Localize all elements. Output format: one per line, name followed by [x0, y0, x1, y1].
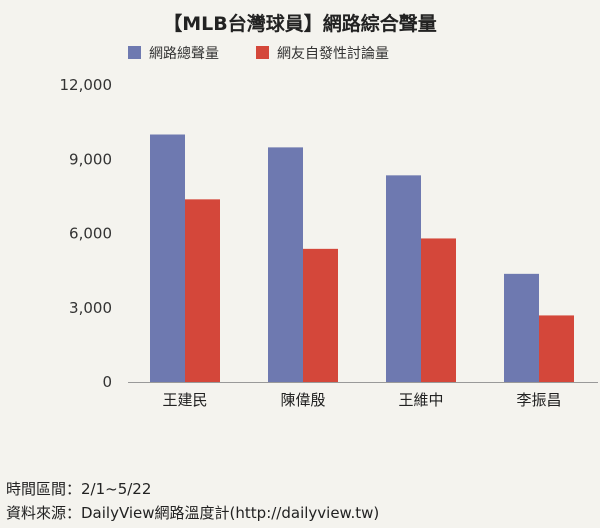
- y-tick-label: 0: [102, 373, 112, 391]
- x-category-label: 陳偉殷: [280, 391, 325, 409]
- bar-0-1: [185, 199, 220, 382]
- x-category-label: 王建民: [162, 391, 207, 409]
- bar-2-1: [421, 238, 456, 382]
- x-category-label: 王維中: [398, 391, 443, 409]
- legend-swatch-0: [128, 46, 141, 59]
- y-tick-label: 9,000: [69, 150, 112, 168]
- bar-1-0: [268, 147, 303, 382]
- bar-3-0: [504, 273, 539, 382]
- bar-2-0: [386, 175, 421, 382]
- footer-source: 資料來源：DailyView網路溫度計(http://dailyview.tw): [6, 504, 380, 522]
- y-tick-label: 6,000: [69, 225, 112, 243]
- bar-1-1: [303, 248, 338, 382]
- x-category-label: 李振昌: [516, 391, 561, 409]
- legend-label-0: 網路總聲量: [149, 45, 219, 62]
- legend: 網路總聲量 網友自發性討論量: [128, 45, 389, 62]
- bar-3-1: [539, 315, 574, 382]
- bar-0-0: [150, 134, 185, 382]
- legend-swatch-1: [256, 46, 269, 59]
- bars: [150, 134, 574, 382]
- legend-label-1: 網友自發性討論量: [277, 46, 389, 62]
- x-axis: 王建民 陳偉殷 王維中 李振昌: [128, 382, 598, 409]
- y-tick-label: 12,000: [60, 76, 113, 94]
- y-tick-label: 3,000: [69, 299, 112, 317]
- footer-period: 時間區間：2/1~5/22: [6, 480, 152, 498]
- y-axis: 0 3,000 6,000 9,000 12,000: [60, 76, 113, 391]
- chart-title: 【MLB台灣球員】網路綜合聲量: [163, 12, 437, 35]
